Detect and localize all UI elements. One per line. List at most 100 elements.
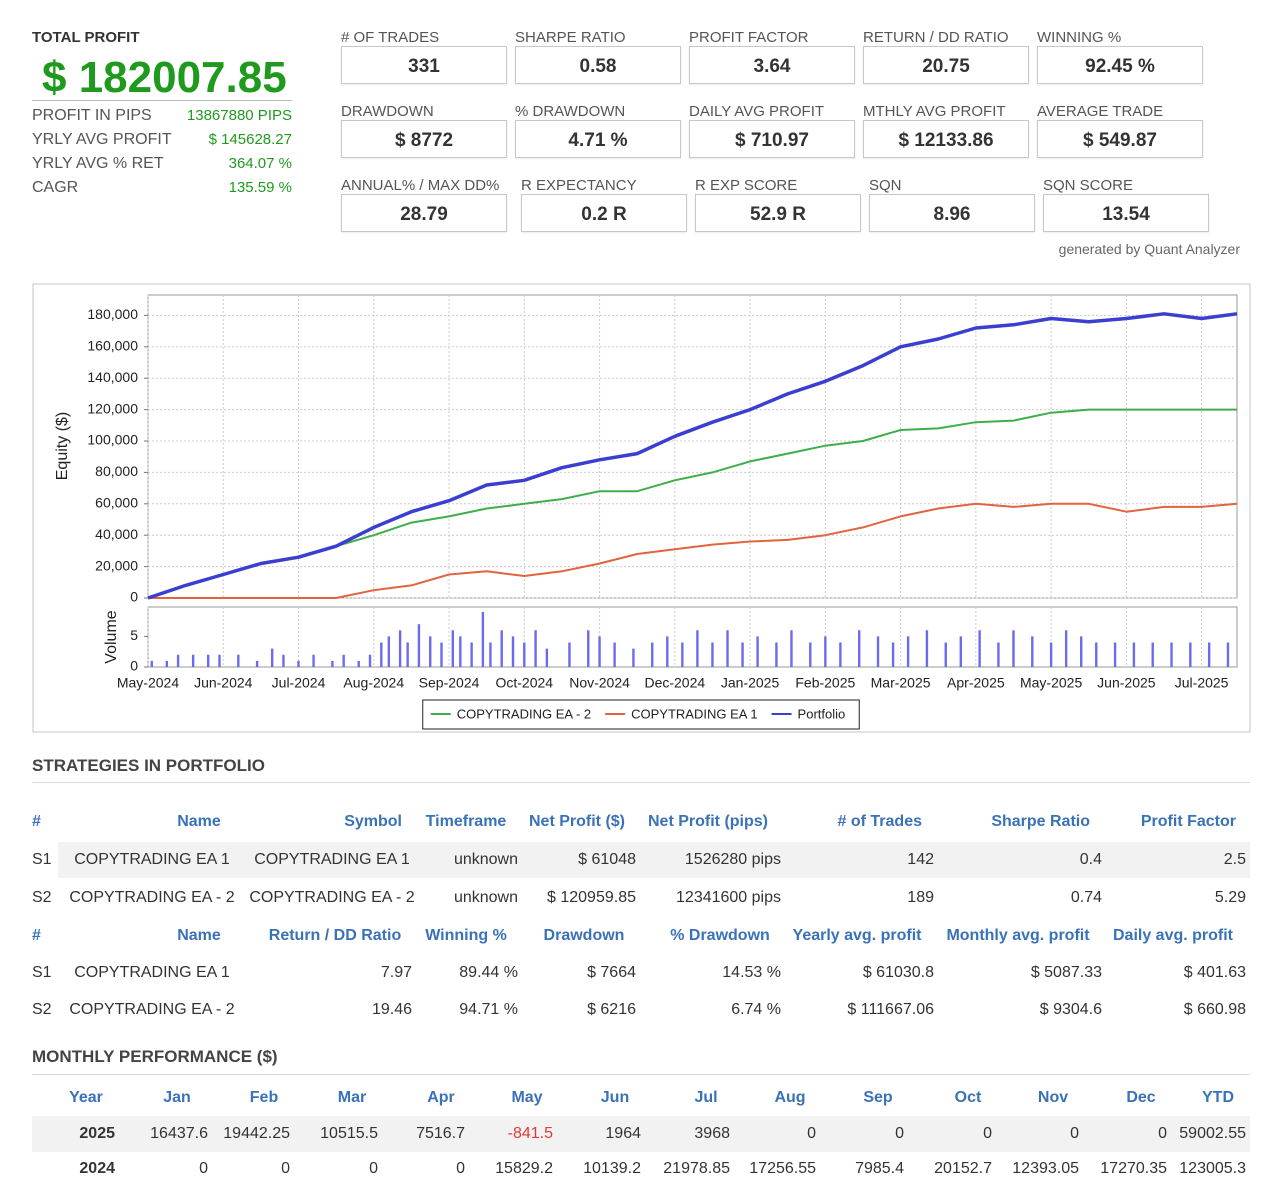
y-tick-label: 20,000	[95, 557, 138, 573]
metric-value: 28.79	[400, 204, 448, 225]
x-tick-label: May-2025	[1020, 675, 1082, 691]
table-cell: 1526280 pips	[684, 851, 781, 868]
table-cell: 17270.35	[1100, 1160, 1167, 1177]
table-cell: 7.97	[380, 964, 412, 981]
table-cell: 0	[369, 1160, 378, 1177]
table-cell: 0.74	[1070, 889, 1102, 906]
y-tick-label: 160,000	[87, 338, 138, 354]
volume-bar	[1031, 636, 1034, 667]
table-header: YTD	[1202, 1089, 1234, 1106]
table-header: Name	[177, 927, 221, 944]
table-cell: S2	[32, 1001, 52, 1018]
table-cell: 0.4	[1079, 851, 1102, 868]
table-cell: unknown	[453, 851, 518, 868]
metric-value: 20.75	[922, 56, 970, 77]
volume-bar	[1049, 642, 1053, 667]
metric-label: R EXPECTANCY	[521, 177, 637, 194]
table-header: Return / DD Ratio	[268, 927, 402, 944]
row-background	[32, 1116, 1250, 1152]
volume-bar	[598, 636, 601, 667]
volume-tick-label: 5	[130, 627, 138, 643]
volume-bar	[368, 654, 372, 667]
volume-bar	[651, 642, 654, 667]
y-tick-label: 100,000	[87, 432, 138, 448]
table-cell: S1	[32, 851, 52, 868]
metric-value: 92.45 %	[1085, 56, 1155, 77]
table-cell: S2	[32, 889, 52, 906]
legend: COPYTRADING EA - 2 COPYTRADING EA 1 Portfo…	[422, 699, 860, 730]
volume-bar	[500, 630, 503, 667]
volume-bar	[1226, 642, 1230, 667]
table-header: Monthly avg. profit	[946, 927, 1090, 944]
section-title: STRATEGIES IN PORTFOLIO	[32, 756, 265, 775]
generated-note: generated by Quant Analyzer	[1058, 241, 1240, 257]
volume-bar	[1189, 642, 1192, 667]
x-tick-label: Sep-2024	[419, 675, 480, 691]
table-cell: 10515.5	[320, 1125, 378, 1142]
x-tick-label: May-2024	[117, 675, 179, 691]
legend-label: Portfolio	[798, 706, 846, 721]
table-header: Year	[69, 1089, 103, 1106]
table-header: Oct	[954, 1089, 982, 1106]
table-cell: 0	[983, 1125, 992, 1142]
table-header: Dec	[1126, 1089, 1156, 1106]
row-background	[58, 842, 1250, 878]
volume-bar	[297, 660, 300, 667]
metric-box	[515, 46, 681, 84]
volume-bar	[331, 660, 334, 667]
volume-bar	[459, 636, 462, 667]
x-tick-label: Apr-2025	[947, 675, 1005, 691]
metric-box	[689, 46, 855, 84]
table-cell: $ 6216	[587, 1001, 636, 1018]
volume-bar	[1207, 642, 1211, 667]
table-cell: $ 61048	[578, 851, 636, 868]
total-label: TOTAL PROFIT	[32, 29, 140, 46]
x-tick-label: Oct-2024	[495, 675, 553, 691]
volume-bar	[1170, 642, 1173, 667]
volume-bar	[681, 642, 684, 667]
metric-box	[341, 194, 507, 232]
volume-bar	[741, 642, 744, 667]
stat-label: CAGR	[32, 179, 79, 196]
table-header: Drawdown	[543, 927, 625, 944]
table-cell: unknown	[453, 889, 518, 906]
metric-label: MTHLY AVG PROFIT	[863, 103, 1006, 120]
legend-frame	[422, 699, 860, 730]
metric-label: RETURN / DD RATIO	[863, 29, 1009, 46]
metric-value: 13.54	[1102, 204, 1150, 225]
table-cell: 94.71 %	[459, 1001, 518, 1018]
volume-bar	[417, 624, 421, 667]
x-tick-label: Jan-2025	[721, 675, 780, 691]
metric-label: ANNUAL% / MAX DD%	[341, 177, 500, 194]
table-cell: $ 7664	[587, 964, 636, 981]
table-cell: COPYTRADING EA 1	[254, 851, 410, 868]
metric-box	[1037, 120, 1203, 158]
x-tick-label: Jul-2024	[272, 675, 326, 691]
volume-bar	[726, 630, 729, 667]
table-cell: 14.53 %	[722, 964, 781, 981]
table-header: # of Trades	[837, 813, 922, 830]
table-cell: 0	[281, 1160, 290, 1177]
metric-box	[1037, 46, 1203, 84]
y-tick-label: 180,000	[87, 306, 138, 322]
metric-value: $ 710.97	[735, 130, 809, 151]
table-cell: 189	[907, 889, 934, 906]
metric-label: SQN SCORE	[1043, 177, 1134, 194]
volume-bar	[944, 642, 947, 667]
table-header: Jun	[600, 1089, 630, 1106]
y-tick-label: 120,000	[87, 400, 138, 416]
metric-value: 0.2 R	[581, 204, 627, 225]
x-tick-label: Mar-2025	[871, 675, 931, 691]
volume-bar	[545, 648, 549, 667]
volume-area	[147, 606, 1238, 668]
metric-box	[1043, 194, 1209, 232]
volume-bar	[613, 642, 616, 667]
metric-box	[695, 194, 861, 232]
metric-label: PROFIT FACTOR	[689, 29, 809, 46]
volume-bar	[534, 630, 537, 667]
table-cell: $ 5087.33	[1030, 964, 1102, 981]
volume-bar	[1080, 636, 1083, 667]
table-cell: S1	[32, 964, 52, 981]
divider	[32, 1074, 1250, 1075]
